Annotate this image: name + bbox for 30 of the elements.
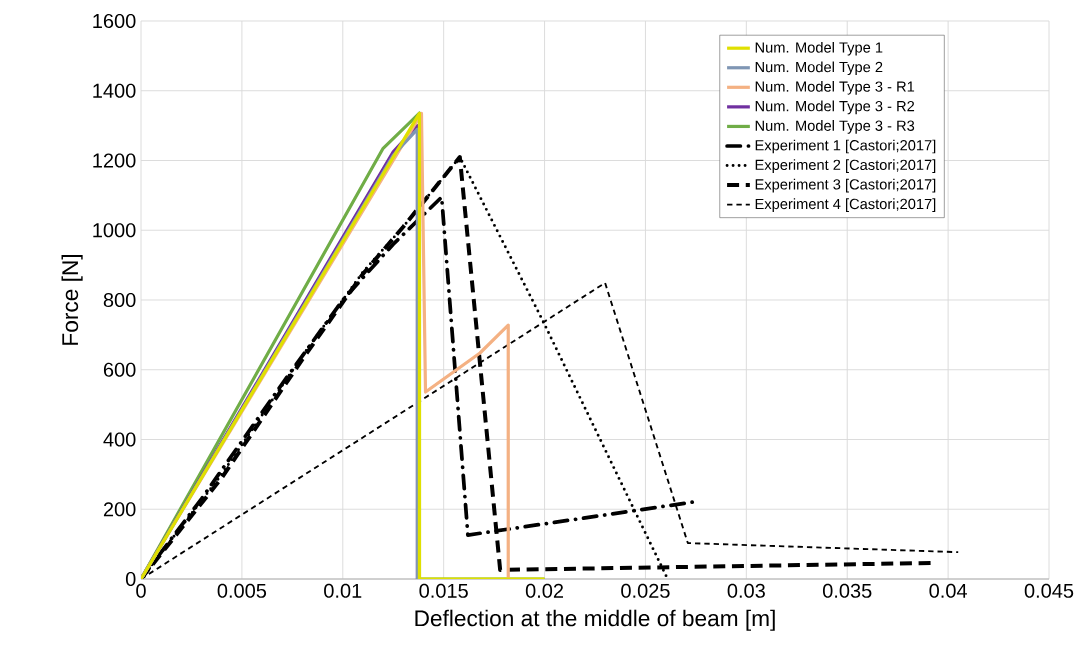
legend-label: Num. Model Type 1 [755,41,883,56]
x-tick-label: 0.03 [727,583,765,598]
legend-label: Num. Model Type 3 - R2 [755,100,915,115]
x-tick-label: 0.01 [324,583,362,598]
legend-label: Num. Model Type 2 [755,61,883,76]
x-tick-label: 0.015 [419,583,468,598]
legend-label: Num. Model Type 3 - R1 [755,81,915,95]
x-tick-label: 0.035 [822,583,872,598]
y-tick-label: 1600 [93,13,136,29]
x-tick-label: 0.005 [217,583,267,598]
y-axis-title: Force [N] [61,255,83,345]
legend-label: Experiment 2 [Castori;2017] [755,159,936,173]
x-tick-label: 0.045 [1024,583,1074,598]
y-tick-label: 400 [103,432,136,447]
legend-label: Experiment 3 [Castori;2017] [755,178,936,193]
y-tick-label: 1200 [93,153,136,168]
y-tick-label: 800 [103,292,136,308]
x-tick-label: 0 [136,583,146,598]
y-tick-label: 600 [103,362,136,377]
y-tick-label: 1400 [93,83,136,98]
legend-label: Experiment 4 [Castori;2017] [755,198,936,213]
legend-label: Num. Model Type 3 - R3 [755,120,915,134]
x-axis-title: Deflection at the middle of beam [m] [415,609,775,631]
y-tick-label: 200 [103,502,136,517]
y-tick-label: 0 [125,571,136,587]
legend-label: Experiment 1 [Castori;2017] [755,139,936,154]
y-tick-label: 1000 [93,223,136,238]
x-tick-label: 0.025 [621,583,670,598]
x-tick-label: 0.02 [525,583,564,598]
x-tick-label: 0.04 [929,583,967,598]
